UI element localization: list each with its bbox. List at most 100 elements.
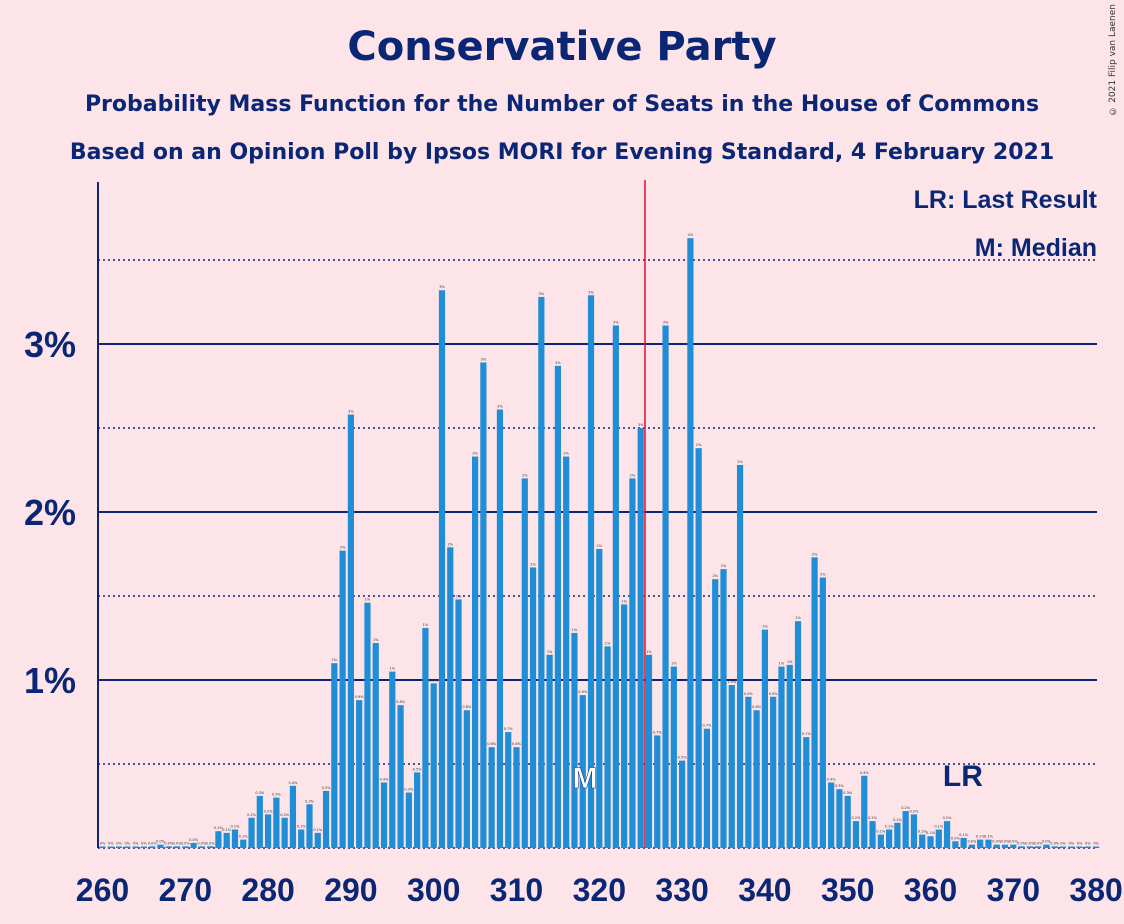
- bar-282: [281, 817, 288, 848]
- y-tick-label: 2%: [24, 492, 76, 533]
- bar-value-label: 0.0%: [148, 841, 158, 845]
- bar-value-label: 0%: [100, 842, 106, 846]
- bar-value-label: 0.7%: [504, 727, 514, 731]
- bar-344: [794, 621, 802, 848]
- bar-value-label: 2%: [812, 552, 818, 556]
- bar-value-label: 1%: [373, 638, 379, 642]
- bar-380: [1093, 846, 1100, 848]
- bar-355: [886, 829, 893, 848]
- bar-331: [687, 238, 694, 848]
- y-tick-label: 1%: [24, 660, 76, 701]
- bar-267: [157, 844, 164, 848]
- bar-347: [819, 577, 826, 848]
- bar-269: [173, 846, 181, 848]
- bar-value-label: 0%: [141, 842, 147, 846]
- bar-351: [852, 821, 860, 848]
- gridlines: [98, 259, 1097, 849]
- bar-361: [935, 829, 942, 848]
- bar-value-label: 1%: [572, 628, 578, 632]
- bar-367: [985, 839, 992, 848]
- bar-value-label: 0.7%: [802, 732, 812, 736]
- chart-subtitle-1: Probability Mass Function for the Number…: [84, 92, 1040, 117]
- bar-value-label: 0%: [1068, 842, 1074, 846]
- bar-294: [380, 782, 388, 848]
- bar-value-label: 0.3%: [272, 793, 282, 797]
- bar-297: [405, 792, 412, 848]
- bar-284: [298, 829, 305, 848]
- bar-value-label: 0.3%: [322, 786, 332, 790]
- bar-330: [679, 760, 686, 848]
- bar-291: [356, 700, 363, 848]
- bar-value-label: 2%: [530, 562, 536, 566]
- bar-value-label: 0.6%: [512, 742, 522, 746]
- bar-value-label: 0.3%: [305, 799, 315, 803]
- bar-value-label: 0.1%: [885, 825, 895, 829]
- bar-value-label: 0.4%: [380, 777, 390, 781]
- x-tick-label: 360: [904, 872, 957, 908]
- bar-value-label: 1%: [547, 650, 553, 654]
- bar-326: [645, 654, 653, 848]
- bar-311: [521, 478, 528, 848]
- bar-271: [190, 842, 197, 848]
- bar-345: [803, 737, 810, 848]
- bar-value-label: 0.8%: [396, 700, 406, 704]
- x-tick-label: 310: [490, 872, 543, 908]
- bar-273: [207, 846, 214, 848]
- bar-value-label: 0%: [1060, 842, 1066, 846]
- bar-335: [720, 569, 727, 848]
- x-tick-label: 320: [573, 872, 626, 908]
- bar-379: [1084, 846, 1091, 848]
- bar-275: [223, 832, 230, 848]
- bar-value-label: 3%: [481, 357, 487, 361]
- bar-value-label: 0.7%: [702, 724, 712, 728]
- bar-306: [480, 362, 487, 848]
- bar-value-label: 4%: [688, 233, 694, 237]
- bar-325: [637, 428, 644, 848]
- bar-value-label: 1%: [456, 594, 462, 598]
- bar-value-label: 2%: [447, 542, 453, 546]
- bar-340: [761, 629, 768, 848]
- bar-value-label: 0.2%: [247, 813, 257, 817]
- bar-value-label: 0.3%: [404, 788, 414, 792]
- chart-title: Conservative Party: [347, 24, 777, 70]
- bar-value-label: 3%: [588, 290, 594, 294]
- bar-value-label: 0.0%: [1009, 840, 1019, 844]
- bar-value-label: 0%: [1077, 842, 1083, 846]
- bar-369: [1001, 844, 1009, 848]
- bar-260: [99, 846, 106, 848]
- bar-262: [115, 846, 123, 848]
- bar-358: [910, 814, 918, 848]
- bar-263: [124, 846, 131, 848]
- bar-value-label: 0.2%: [909, 809, 919, 813]
- bar-value-label: 0.0%: [206, 841, 216, 845]
- bar-341: [770, 696, 777, 848]
- bar-value-label: 1%: [779, 662, 785, 666]
- bar-283: [289, 785, 297, 848]
- bar-value-label: 1%: [787, 660, 793, 664]
- bar-value-label: 1.0%: [429, 678, 439, 682]
- bar-371: [1018, 846, 1025, 848]
- bar-value-label: 1.0%: [727, 680, 737, 684]
- bar-value-label: 0.0%: [1025, 841, 1035, 845]
- bar-353: [869, 821, 876, 848]
- last-result-marker: LR: [943, 760, 983, 793]
- x-tick-label: 370: [987, 872, 1040, 908]
- x-tick-labels: 260 270 280 290 300 310 320 330 340 350 360 370 380: [76, 872, 1123, 908]
- bar-value-label: 1%: [646, 650, 652, 654]
- bar-value-label: 0.0%: [156, 840, 166, 844]
- bar-370: [1010, 844, 1017, 848]
- y-tick-label: 3%: [24, 324, 76, 365]
- bar-value-label: 3%: [555, 361, 561, 365]
- bar-value-label: 0%: [133, 842, 139, 846]
- bar-value-label: 0.0%: [189, 838, 199, 842]
- bar-value-label: 0.0%: [164, 841, 174, 845]
- bar-285: [306, 804, 313, 848]
- bar-value-label: 0.0%: [1017, 841, 1027, 845]
- bar-314: [546, 654, 553, 848]
- bar-305: [472, 456, 479, 848]
- bar-343: [786, 664, 793, 848]
- x-tick-label: 350: [821, 872, 874, 908]
- bar-356: [894, 822, 901, 848]
- bar-317: [571, 632, 578, 848]
- bar-312: [529, 567, 537, 848]
